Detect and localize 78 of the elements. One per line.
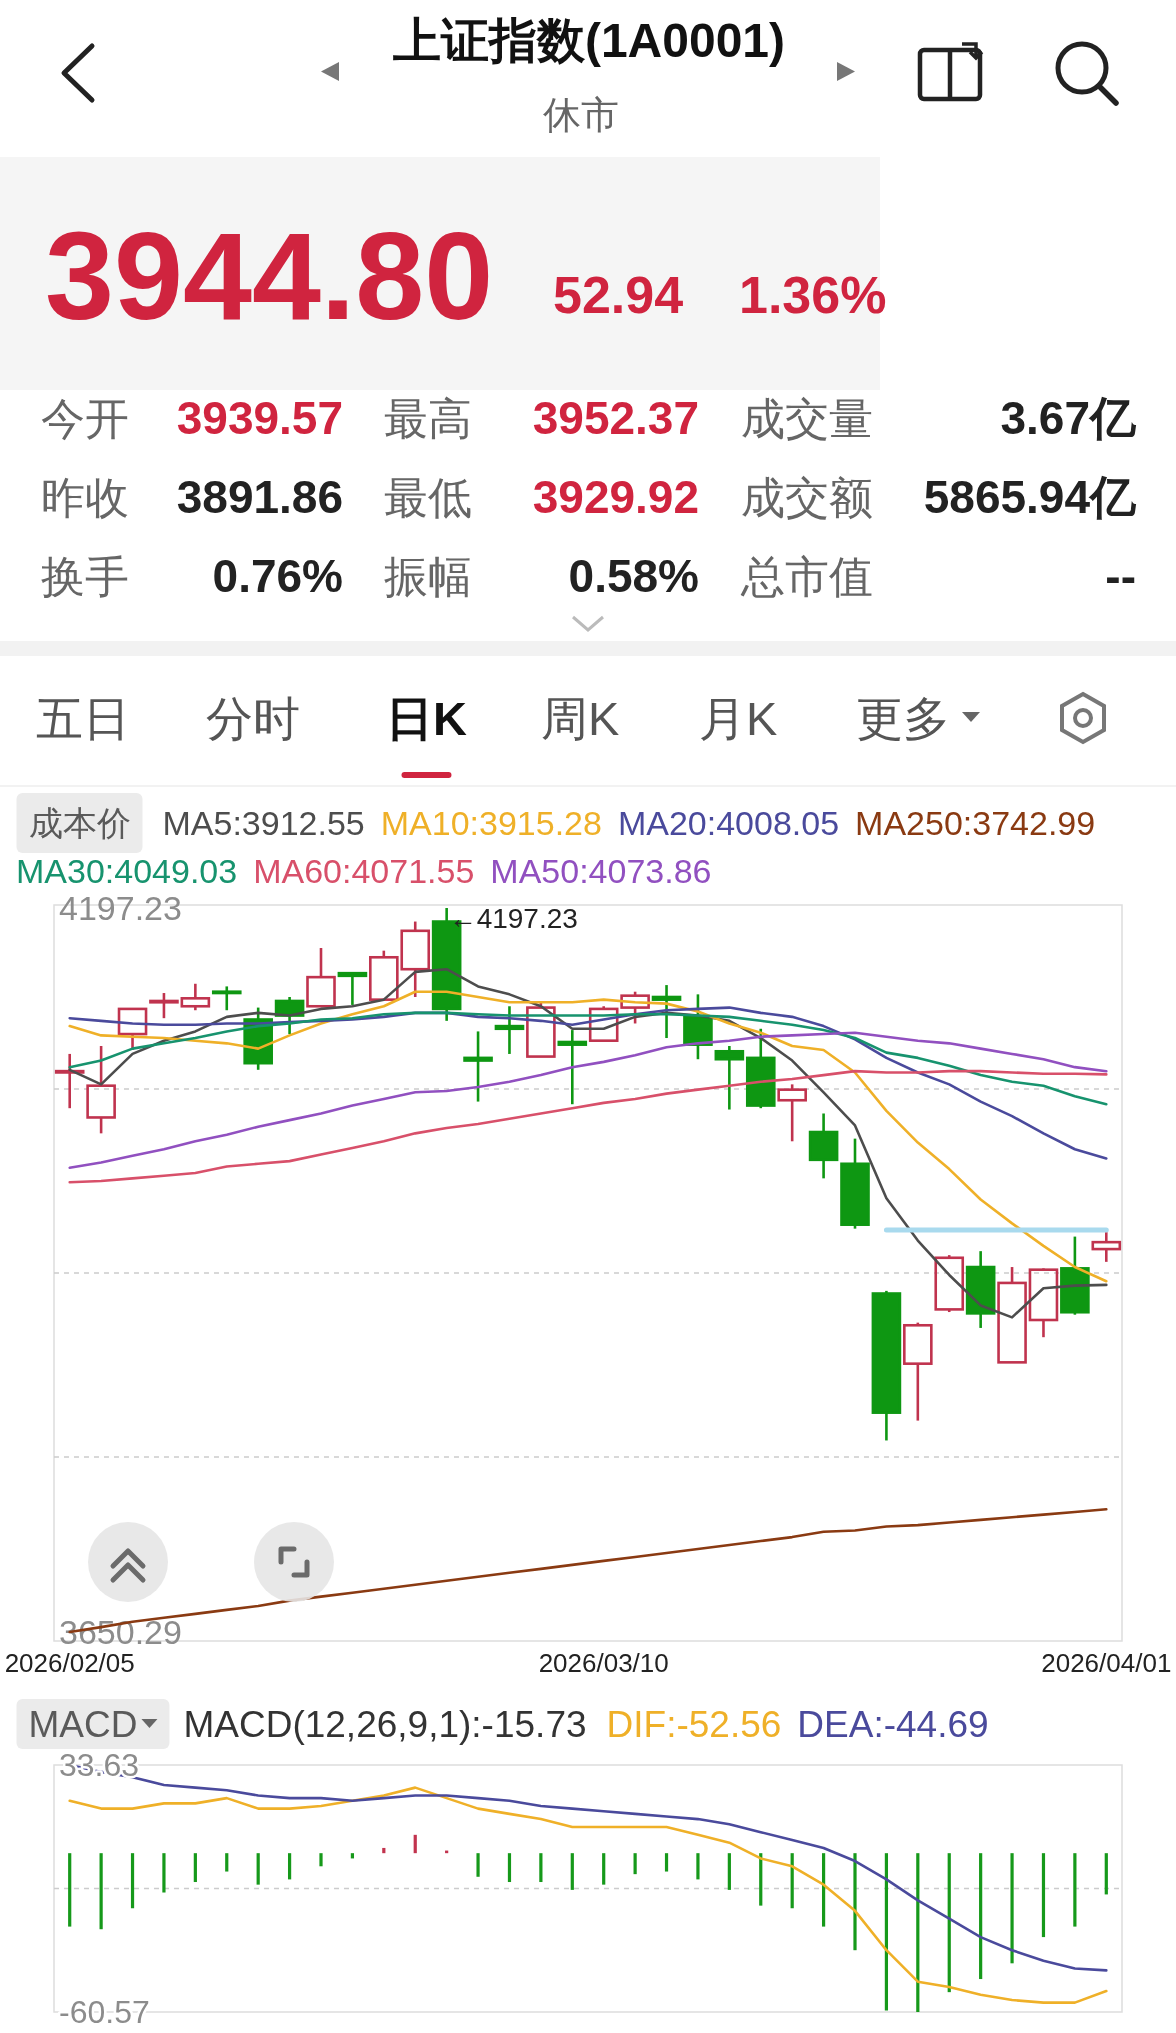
text: 52.94 [553,266,684,324]
text: 3.67亿 [1000,392,1137,444]
text: 成交额 [741,472,873,522]
bar [853,1853,857,1951]
text: 上证指数(1A0001) [392,13,786,67]
bar [821,1853,826,1927]
text: 0.76% [212,550,343,602]
bar [696,1853,700,1880]
chart-title: MACD [28,1703,138,1745]
text: 今开 [41,393,129,443]
bar [130,1853,135,1909]
bar [602,1853,606,1885]
bar [68,1853,72,1927]
line-series [68,990,1108,1283]
bar [947,1853,951,1993]
bar [539,1853,543,1883]
text: 最高 [384,393,472,443]
bar [1104,1853,1108,1895]
text: DEA:-44.69 [797,1703,989,1745]
text: MA60:4071.55 [253,852,475,890]
text: 3944.80 [45,207,494,345]
bar [727,1853,731,1890]
y-tick-label: 4197.23 [59,889,182,927]
text: 0.58% [568,550,699,602]
text: 五日 [36,691,130,745]
text: 休市 [543,94,619,136]
bar [1073,1853,1077,1927]
text: 换手 [41,551,129,601]
bar [664,1853,669,1872]
text: MA5:3912.55 [162,804,365,842]
y-tick-label: -60.57 [59,1994,150,2030]
bar [633,1853,637,1875]
text: -- [1105,550,1136,602]
text: 3952.37 [532,392,699,444]
text: 3891.86 [176,471,343,523]
text: 振幅 [384,551,472,601]
text: 昨收 [41,472,129,522]
text: DIF:-52.56 [606,1703,782,1745]
legend-title: 成本价 [28,804,131,842]
bar [1041,1853,1046,1938]
bar [225,1853,229,1872]
bar [476,1853,480,1877]
text: 成交量 [741,393,873,443]
x-tick-label: 2026/03/10 [538,1648,669,1678]
text: 月K [699,691,778,745]
bar [570,1853,574,1890]
text: 3939.57 [176,392,343,444]
text: MA50:4073.86 [490,852,712,890]
text: 最低 [384,472,472,522]
bar [413,1834,417,1854]
chart-subtitle: MACD(12,26,9,1):-15.73 [183,1703,587,1745]
bar [256,1853,260,1885]
text: MA30:4049.03 [16,852,238,890]
text: 分时 [206,691,300,745]
bar [319,1853,323,1867]
text: 更多 [856,691,950,745]
text: MA10:3915.28 [380,804,602,842]
bar [979,1853,983,1980]
annotation: ←4197.23 [448,902,578,934]
bar [287,1853,292,1880]
bar [162,1853,166,1893]
bar [507,1853,512,1883]
bar [193,1853,197,1883]
bar [884,1853,889,2011]
text: 1.36% [739,266,887,324]
bar [916,1853,920,2012]
bar [99,1853,103,1930]
line-series [68,1031,1108,1170]
x-tick-label: 2026/04/01 [1041,1648,1172,1678]
text: 5865.94亿 [923,471,1137,523]
text: MA250:3742.99 [855,804,1096,842]
bar [1010,1853,1014,1964]
text: 3929.92 [532,471,699,523]
text: 日K [386,691,467,745]
text: MA20:4008.05 [617,804,840,842]
text: 总市值 [740,551,873,601]
line-series [68,1069,1108,1184]
text: 周K [541,691,620,745]
